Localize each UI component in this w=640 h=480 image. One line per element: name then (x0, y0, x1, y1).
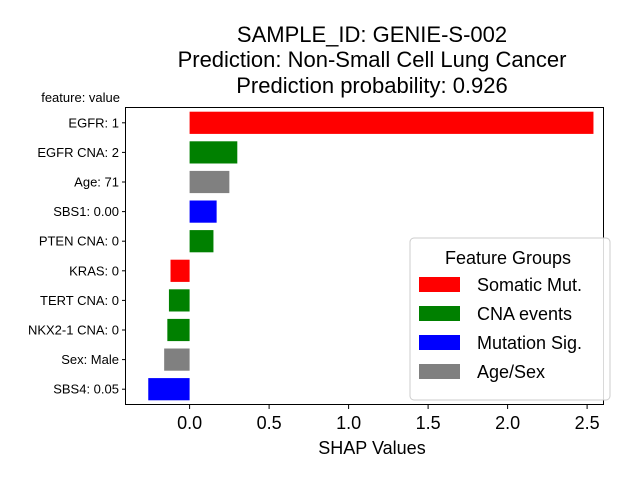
legend-swatch (419, 277, 460, 292)
x-tick-label: 1.0 (336, 413, 361, 433)
bar (167, 318, 190, 342)
legend-swatch (419, 306, 460, 321)
legend-label: Somatic Mut. (477, 275, 582, 295)
x-tick-label: 0.5 (257, 413, 282, 433)
bar (148, 378, 190, 401)
y-tick-label: SBS1: 0.00 (53, 204, 119, 219)
chart-title-line-2: Prediction: Non-Small Cell Lung Cancer (178, 47, 567, 72)
legend-label: Age/Sex (477, 362, 545, 382)
y-tick-label: Sex: Male (61, 352, 119, 367)
chart-title-line-3: Prediction probability: 0.926 (236, 73, 508, 98)
y-tick-label: KRAS: 0 (69, 263, 119, 278)
legend-label: Mutation Sig. (477, 333, 582, 353)
y-tick-label: SBS4: 0.05 (53, 382, 119, 397)
chart-title-line-1: SAMPLE_ID: GENIE-S-002 (237, 22, 507, 47)
y-tick-label: PTEN CNA: 0 (39, 234, 119, 249)
y-tick-label: EGFR: 1 (68, 115, 119, 130)
x-tick-label: 2.5 (575, 413, 600, 433)
y-tick-label: EGFR CNA: 2 (37, 145, 119, 160)
legend-label: CNA events (477, 304, 572, 324)
bar (189, 200, 217, 223)
legend: Feature Groups Somatic Mut. CNA events Mut… (409, 237, 611, 401)
bar (189, 170, 230, 194)
bar (189, 141, 238, 164)
x-axis-label: SHAP Values (318, 438, 425, 458)
bar (164, 348, 190, 371)
bar (189, 230, 214, 253)
bar (168, 289, 190, 312)
x-tick-label: 1.5 (416, 413, 441, 433)
legend-title: Feature Groups (445, 248, 571, 268)
x-tick-label: 2.0 (495, 413, 520, 433)
bar (189, 111, 594, 134)
legend-swatch (419, 335, 460, 350)
bars (148, 111, 594, 401)
x-ticks: 0.0 0.5 1.0 1.5 2.0 2.5 (177, 404, 600, 433)
chart-title: SAMPLE_ID: GENIE-S-002 Prediction: Non-S… (178, 22, 567, 98)
y-axis-header: feature: value (41, 90, 120, 105)
y-tick-label: Age: 71 (74, 175, 119, 190)
y-tick-label: TERT CNA: 0 (40, 293, 119, 308)
bar (170, 259, 190, 282)
x-tick-label: 0.0 (177, 413, 202, 433)
legend-swatch (419, 364, 460, 379)
y-tick-label: NKX2-1 CNA: 0 (28, 323, 119, 338)
y-tick-labels: EGFR: 1 EGFR CNA: 2 Age: 71 SBS1: 0.00 PTEN … (28, 115, 126, 397)
